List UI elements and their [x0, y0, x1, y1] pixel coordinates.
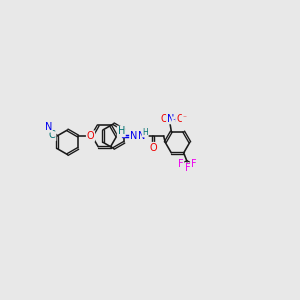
Text: ⁻: ⁻ — [182, 113, 186, 122]
Text: O: O — [176, 114, 184, 124]
Text: H: H — [118, 127, 125, 136]
Text: N: N — [138, 131, 146, 141]
Text: F: F — [191, 159, 197, 169]
Text: N: N — [130, 131, 137, 141]
Text: +: + — [172, 117, 178, 123]
Text: N: N — [167, 113, 174, 124]
Text: F: F — [178, 160, 183, 170]
Text: O: O — [160, 114, 168, 124]
Text: N: N — [45, 122, 52, 132]
Text: O: O — [87, 131, 94, 141]
Text: O: O — [149, 143, 157, 153]
Text: F: F — [185, 163, 190, 173]
Text: C: C — [49, 130, 56, 140]
Text: H: H — [142, 128, 148, 137]
